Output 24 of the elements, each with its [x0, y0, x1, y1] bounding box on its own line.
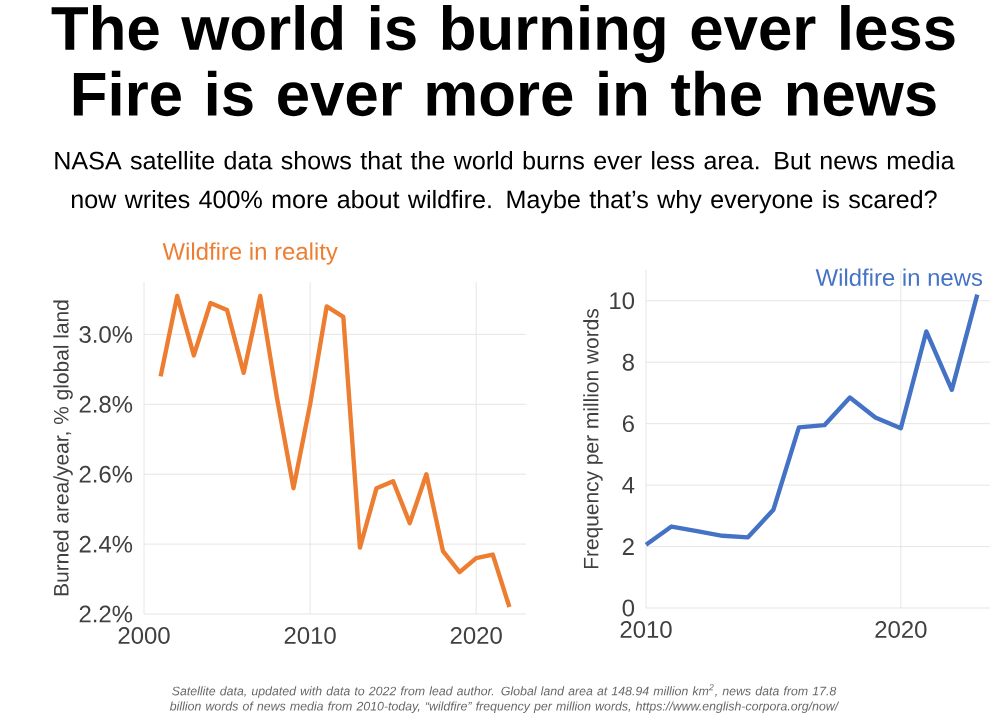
y-tick-label: 3.0% [79, 325, 133, 343]
y-axis-title: Burned area/year, % global land [53, 300, 73, 596]
x-tick-label: 2000 [118, 627, 170, 644]
y-tick-label: 2.8% [79, 395, 133, 413]
y-axis-title: Frequency per million words [583, 309, 603, 569]
y-tick-label: 2.2% [79, 605, 133, 623]
x-tick-label: 2020 [875, 621, 927, 638]
y-tick-label: 10 [610, 292, 635, 310]
y-tick-label: 2.6% [79, 465, 133, 483]
x-tick-label: 2010 [284, 627, 336, 644]
line-series [643, 292, 980, 547]
y-tick-label: 0 [622, 599, 635, 617]
chart-title: Wildfire in news [815, 268, 983, 286]
y-tick-label: 6 [622, 415, 634, 433]
x-tick-label: 2020 [450, 627, 502, 644]
x-tick-label: 2010 [620, 621, 672, 638]
y-tick-label: 4 [622, 476, 635, 494]
y-tick-label: 2.4% [79, 535, 133, 553]
y-tick-label: 8 [622, 353, 634, 371]
y-tick-label: 2 [622, 538, 634, 555]
text: NASA satellite data shows that the world burns ever less area. But news media now writes 400% more about wildfire. Maybe that’s why everyone is scared? [55, 151, 955, 214]
chart-title: Wildfire in reality [162, 242, 338, 265]
line-series [158, 293, 512, 610]
text: The world is burning ever less Fire is ever more in the news [51, 5, 955, 117]
